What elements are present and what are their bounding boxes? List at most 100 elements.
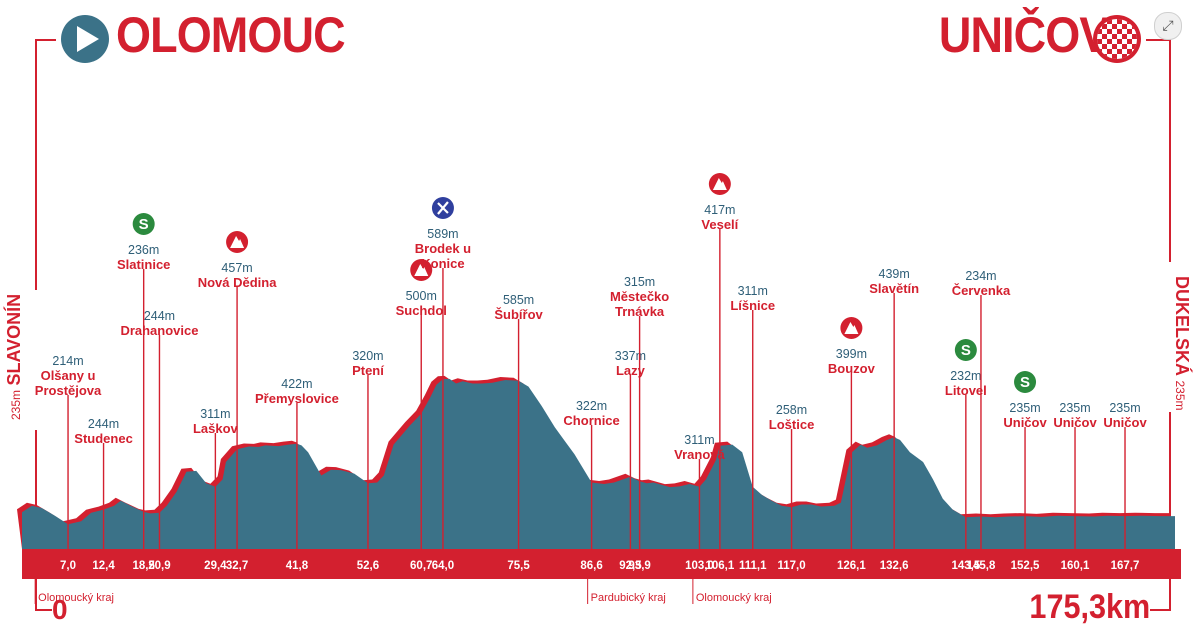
- waypoint-altitude: 214m: [52, 354, 83, 368]
- play-icon: [61, 15, 109, 63]
- waypoint-altitude: 235m: [1009, 401, 1040, 415]
- sprint-icon: [1014, 371, 1037, 393]
- km-tick-label: 32,7: [226, 560, 248, 572]
- waypoint-name: Brodek u: [415, 241, 471, 256]
- waypoint-name: Olšany u: [41, 368, 96, 383]
- checker-square: [1107, 19, 1112, 24]
- waypoint-altitude: 258m: [776, 403, 807, 417]
- waypoint-name: Vranová: [674, 447, 725, 462]
- km-tick-label: 111,1: [739, 560, 767, 572]
- km-tick-label: 75,5: [507, 560, 530, 572]
- finish-street-label: DUKELSKÁ 235m: [1171, 276, 1192, 411]
- km-tick-label: 160,1: [1061, 560, 1090, 572]
- start-altitude: 235m: [9, 389, 23, 420]
- frame-right-bottom: [1150, 412, 1171, 611]
- waypoint-name: Drahanovice: [120, 323, 198, 338]
- finish-town-title: UNIČOV: [938, 7, 1109, 63]
- km-tick-label: 7,0: [60, 560, 76, 572]
- checker-square: [1107, 39, 1112, 44]
- km-tick-label: 52,6: [357, 560, 379, 572]
- waypoint-name: Bouzov: [828, 361, 876, 376]
- finish-altitude: 235m: [1173, 380, 1187, 411]
- checker-square: [1127, 29, 1132, 34]
- checker-square: [1132, 44, 1137, 49]
- checker-square: [1122, 54, 1127, 59]
- waypoint-altitude: 311m: [738, 284, 768, 298]
- frame-right-top: [1146, 39, 1171, 262]
- region-markers: Olomoucký kraj Pardubický kraj Olomoucký k…: [34, 579, 772, 604]
- frame-left-bottom: [35, 430, 52, 611]
- region-label: Pardubický kraj: [591, 592, 666, 604]
- waypoint-altitude: 235m: [1109, 401, 1140, 415]
- checker-square: [1102, 34, 1107, 39]
- km-tick-label: 93,9: [628, 560, 650, 572]
- start-town-title: OLOMOUC: [116, 7, 346, 63]
- checker-square: [1112, 54, 1117, 59]
- start-street: SLAVONÍN: [4, 293, 24, 386]
- km-tick-label: 117,0: [777, 560, 805, 572]
- region-label: Olomoucký kraj: [38, 592, 114, 604]
- km-tick-label: 145,8: [967, 560, 996, 572]
- start-street-label: 235m SLAVONÍN: [4, 294, 25, 420]
- waypoint-name: Veselí: [701, 217, 738, 232]
- km-tick-label: 64,0: [432, 560, 454, 572]
- checker-square: [1122, 44, 1127, 49]
- expand-button[interactable]: ⤢: [1154, 12, 1182, 40]
- frame-lines: [35, 39, 1171, 611]
- distance-axis: 7,0 12,4 18,520,9 29,4 32,7 41,8 52,6 60,7 64,0 7…: [22, 549, 1181, 579]
- sprint-icon: [132, 213, 155, 235]
- waypoint-name: Městečko: [610, 289, 669, 304]
- km-tick-label: 103,0: [685, 560, 714, 572]
- waypoint-altitude: 311m: [200, 407, 230, 421]
- waypoint-name: Konice: [421, 256, 464, 271]
- checker-square: [1132, 34, 1137, 39]
- start-distance: 0: [52, 594, 68, 625]
- km-tick-label: 132,6: [880, 560, 909, 572]
- waypoint-name: Laškov: [193, 421, 239, 436]
- checker-square: [1117, 39, 1122, 44]
- waypoint-altitude: 320m: [352, 349, 383, 363]
- waypoint-name: Uničov: [1053, 415, 1097, 430]
- waypoint-name: Červenka: [952, 283, 1011, 298]
- checker-square: [1122, 34, 1127, 39]
- checker-square: [1097, 39, 1102, 44]
- sprint-icon-letter: S: [961, 342, 971, 359]
- waypoint-name: Slavětín: [869, 281, 919, 296]
- checker-square: [1112, 44, 1117, 49]
- checker-square: [1112, 34, 1117, 39]
- waypoint-altitude: 244m: [144, 309, 175, 323]
- waypoint-name: Ptení: [352, 363, 384, 378]
- waypoint-name: Slatinice: [117, 257, 170, 272]
- waypoint-altitude: 589m: [427, 227, 458, 241]
- distance-bar: [22, 549, 1181, 579]
- waypoint-name: Uničov: [1003, 415, 1047, 430]
- mountain-icon-shape: [230, 236, 245, 248]
- waypoint-name: Nová Dědina: [198, 275, 278, 290]
- waypoint-name: Přemyslovice: [255, 391, 339, 406]
- checker-square: [1107, 29, 1112, 34]
- waypoint-altitude: 399m: [836, 347, 867, 361]
- waypoint-altitude: 500m: [406, 289, 437, 303]
- waypoint-altitude: 585m: [503, 293, 534, 307]
- waypoint-altitude: 244m: [88, 417, 119, 431]
- sprint-icon-letter: S: [1020, 374, 1030, 391]
